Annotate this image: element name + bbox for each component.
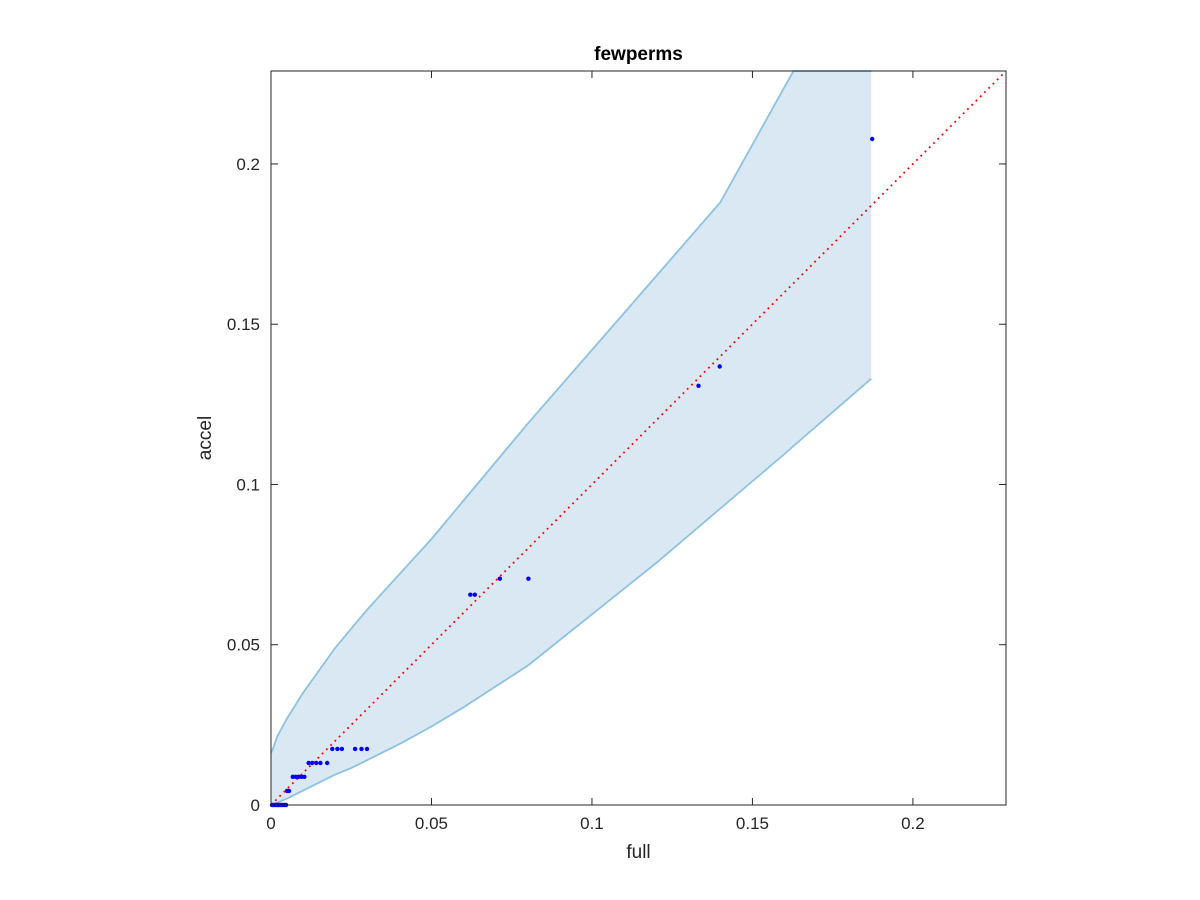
confidence-band-layer: [270, 70, 872, 806]
y-tick-label: 0.2: [236, 155, 260, 174]
y-tick-label: 0.1: [236, 475, 260, 494]
data-point: [352, 746, 358, 752]
data-point: [335, 746, 340, 752]
data-point: [325, 760, 330, 766]
y-axis-label: accel: [195, 416, 216, 460]
data-point: [306, 760, 311, 766]
x-tick-label: 0.2: [901, 814, 925, 833]
data-point: [318, 760, 323, 766]
y-tick-label: 0.15: [227, 315, 260, 334]
data-point: [870, 136, 875, 142]
band-upper-edge: [270, 70, 872, 754]
data-point: [286, 788, 292, 794]
data-point: [526, 576, 531, 581]
x-tick-label: 0.05: [415, 814, 448, 833]
x-tick-label: 0: [266, 814, 275, 833]
x-axis-label: full: [626, 842, 650, 863]
x-tick-label: 0.15: [736, 814, 769, 833]
confidence-band: [271, 71, 872, 805]
data-point: [696, 383, 701, 388]
data-point: [497, 576, 502, 581]
x-axis-ticks: 0 0.05 0.1 0.15 0.2: [266, 71, 925, 833]
y-axis-ticks: 0 0.05 0.1 0.15 0.2: [227, 155, 1006, 815]
data-point: [314, 760, 319, 766]
data-point: [359, 746, 364, 752]
data-point: [302, 774, 307, 779]
data-point: [717, 364, 722, 369]
chart-title: fewperms: [594, 44, 683, 65]
plot-frame: [270, 70, 1007, 806]
x-tick-label: 0.1: [580, 814, 604, 833]
data-point: [468, 592, 473, 597]
identity-line: [270, 70, 1007, 806]
y-tick-label: 0: [251, 796, 260, 815]
band-lower-edge: [270, 378, 872, 806]
data-point: [472, 592, 477, 597]
data-point: [309, 760, 315, 766]
y-tick-label: 0.05: [227, 636, 260, 655]
reference-line-layer: [270, 70, 1007, 806]
data-point: [330, 746, 335, 752]
data-point: [364, 746, 370, 752]
data-point: [339, 746, 345, 752]
data-points-layer: [269, 136, 875, 808]
